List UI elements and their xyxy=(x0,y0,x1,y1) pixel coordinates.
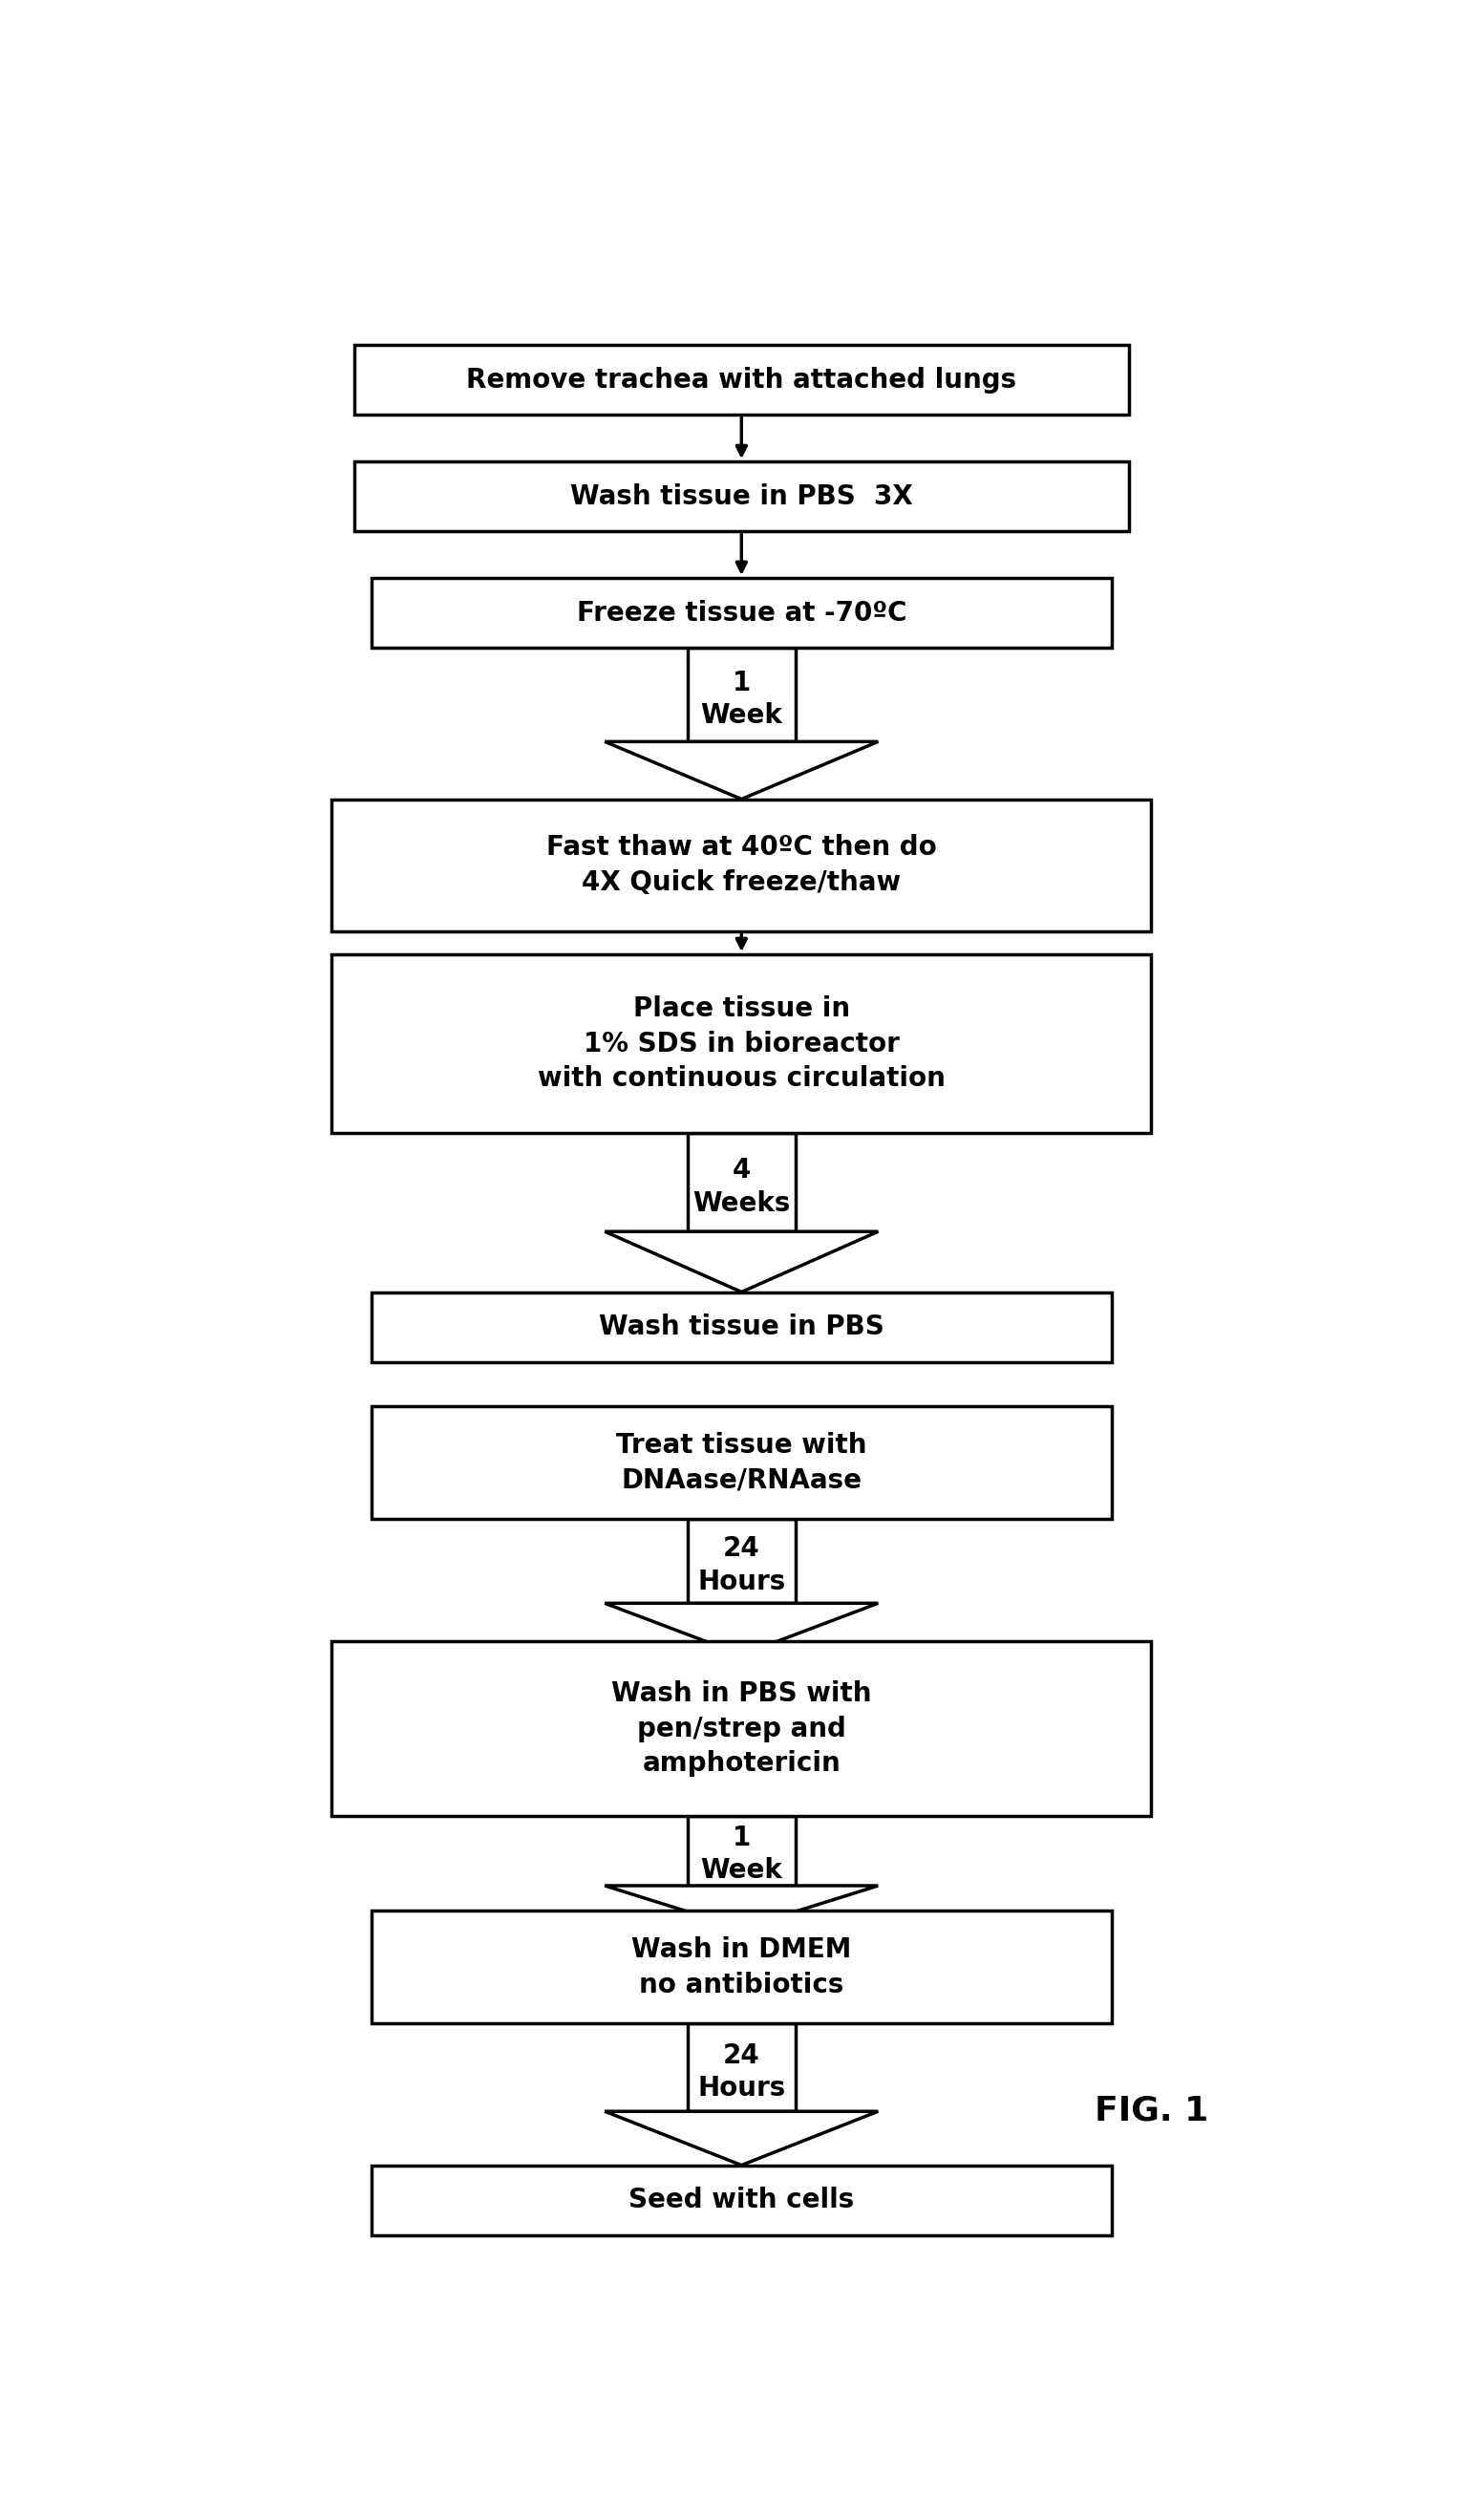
Text: 24
Hours: 24 Hours xyxy=(698,2041,786,2102)
Text: Wash tissue in PBS: Wash tissue in PBS xyxy=(599,1313,884,1341)
Polygon shape xyxy=(605,1885,878,1928)
Polygon shape xyxy=(605,1232,878,1293)
FancyBboxPatch shape xyxy=(372,1293,1112,1361)
Text: Place tissue in
1% SDS in bioreactor
with continuous circulation: Place tissue in 1% SDS in bioreactor wit… xyxy=(538,995,946,1091)
Text: 1
Week: 1 Week xyxy=(701,1824,783,1885)
FancyBboxPatch shape xyxy=(332,1641,1152,1817)
FancyBboxPatch shape xyxy=(687,1817,796,1885)
Text: Remove trachea with attached lungs: Remove trachea with attached lungs xyxy=(466,365,1017,393)
FancyBboxPatch shape xyxy=(372,577,1112,648)
Text: Wash tissue in PBS  3X: Wash tissue in PBS 3X xyxy=(570,484,912,509)
FancyBboxPatch shape xyxy=(354,461,1128,532)
Text: FIG. 1: FIG. 1 xyxy=(1094,2094,1209,2127)
Text: Wash in PBS with
pen/strep and
amphotericin: Wash in PBS with pen/strep and amphoteri… xyxy=(611,1681,871,1777)
Text: Fast thaw at 40ºC then do
4X Quick freeze/thaw: Fast thaw at 40ºC then do 4X Quick freez… xyxy=(546,834,937,897)
FancyBboxPatch shape xyxy=(332,955,1152,1134)
Polygon shape xyxy=(605,741,878,799)
FancyBboxPatch shape xyxy=(354,345,1128,416)
FancyBboxPatch shape xyxy=(687,648,796,741)
FancyBboxPatch shape xyxy=(332,799,1152,930)
Text: Freeze tissue at -70ºC: Freeze tissue at -70ºC xyxy=(576,600,906,627)
FancyBboxPatch shape xyxy=(687,2024,796,2112)
FancyBboxPatch shape xyxy=(687,1520,796,1603)
FancyBboxPatch shape xyxy=(372,1406,1112,1520)
Text: Wash in DMEM
no antibiotics: Wash in DMEM no antibiotics xyxy=(632,1935,852,1998)
Text: 1
Week: 1 Week xyxy=(701,670,783,728)
Text: 24
Hours: 24 Hours xyxy=(698,1535,786,1595)
Text: Treat tissue with
DNAase/RNAase: Treat tissue with DNAase/RNAase xyxy=(616,1431,867,1494)
Text: Seed with cells: Seed with cells xyxy=(629,2187,855,2213)
FancyBboxPatch shape xyxy=(372,1910,1112,2024)
Polygon shape xyxy=(605,1603,878,1656)
Polygon shape xyxy=(605,2112,878,2165)
FancyBboxPatch shape xyxy=(687,1134,796,1232)
Text: 4
Weeks: 4 Weeks xyxy=(692,1157,790,1217)
FancyBboxPatch shape xyxy=(372,2165,1112,2235)
